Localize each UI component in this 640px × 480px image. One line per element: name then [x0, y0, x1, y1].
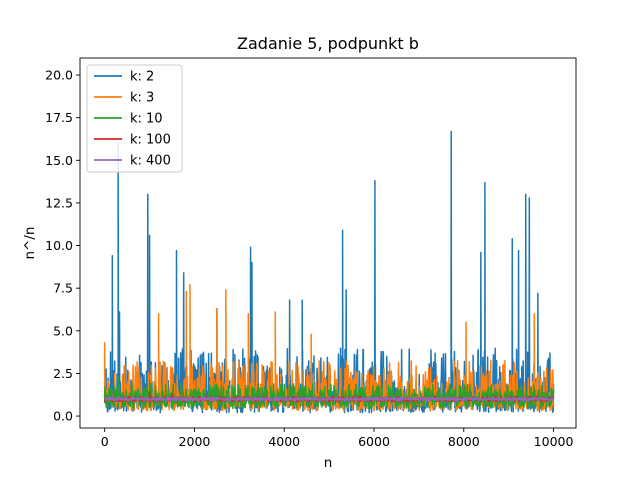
- y-tick-label: 15.0: [45, 153, 73, 168]
- series-layer: [103, 130, 555, 414]
- legend-box: [86, 64, 183, 173]
- legend-label-2: k: 3: [130, 91, 154, 106]
- chart-title: Zadanie 5, podpunkt b: [237, 34, 419, 53]
- y-axis: 0.0 2.5 5.0 7.5 10.0 12.5 15.0 17.5 20.0: [45, 68, 80, 424]
- y-tick-label: 20.0: [45, 68, 73, 83]
- y-axis-title: n^/n: [22, 227, 38, 260]
- legend-label-1: k: 2: [130, 70, 154, 85]
- legend-label-3: k: 10: [130, 112, 163, 127]
- plot-frame: [79, 57, 577, 429]
- x-tick-label: 8000: [448, 434, 480, 449]
- y-tick-label: 17.5: [45, 110, 73, 125]
- x-tick-label: 0: [101, 434, 109, 449]
- x-tick-label: 6000: [358, 434, 390, 449]
- y-tick-label: 0.0: [53, 409, 73, 424]
- x-tick-label: 4000: [268, 434, 300, 449]
- x-axis-title: n: [324, 455, 333, 471]
- y-tick-label: 7.5: [53, 281, 73, 296]
- x-tick-label: 2000: [179, 434, 211, 449]
- y-tick-label: 10.0: [45, 238, 73, 253]
- x-tick-label: 10000: [534, 434, 574, 449]
- y-tick-label: 5.0: [53, 323, 73, 338]
- series-line-5: [104, 396, 555, 402]
- legend-label-4: k: 100: [130, 133, 171, 148]
- legend-label-5: k: 400: [130, 154, 171, 169]
- legend: k: 2 k: 3 k: 10 k: 100 k: 400: [86, 64, 183, 173]
- y-tick-label: 2.5: [53, 366, 73, 381]
- x-axis: 0 2000 4000 6000 8000 10000: [101, 428, 574, 449]
- y-tick-label: 12.5: [45, 195, 73, 210]
